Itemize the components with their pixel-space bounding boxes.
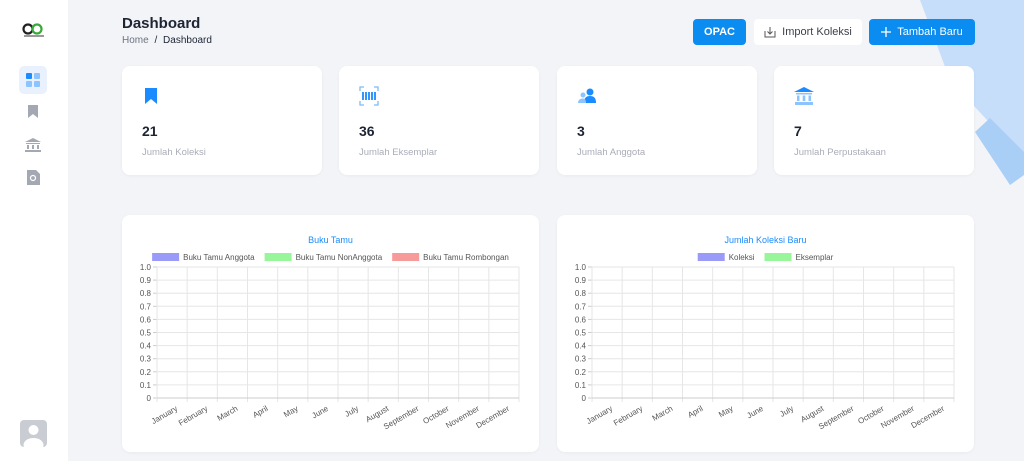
button-label: Tambah Baru xyxy=(897,26,963,38)
chart-panel: Buku Tamu Buku Tamu Anggota Buku Tamu NonA… xyxy=(122,215,539,452)
breadcrumb-item[interactable]: Home xyxy=(122,35,149,46)
stat-value: 7 xyxy=(794,123,802,139)
x-tick-label: December xyxy=(474,404,511,430)
x-tick-label: June xyxy=(745,404,765,421)
y-tick-label: 0 xyxy=(147,394,152,403)
legend-swatch xyxy=(392,253,420,261)
y-tick-label: 0.7 xyxy=(140,302,152,311)
stat-value: 36 xyxy=(359,123,375,139)
stat-icon xyxy=(794,87,814,105)
chart: Buku Tamu Buku Tamu Anggota Buku Tamu NonA… xyxy=(140,235,520,431)
y-tick-label: 0.9 xyxy=(140,276,152,285)
stat-value: 21 xyxy=(142,123,158,139)
legend-swatch xyxy=(264,253,292,261)
x-tick-label: July xyxy=(343,404,360,419)
x-tick-label: March xyxy=(651,404,675,423)
x-tick-label: April xyxy=(686,404,705,420)
x-tick-label: December xyxy=(909,404,946,430)
chart: Jumlah Koleksi Baru Koleksi Eksemplar 0 0.1 0… xyxy=(575,235,955,431)
legend-swatch xyxy=(764,253,792,261)
legend-label: Buku Tamu NonAnggota xyxy=(296,253,383,262)
stat-icon xyxy=(145,88,157,104)
stat-label: Jumlah Anggota xyxy=(577,147,646,158)
x-tick-label: June xyxy=(310,404,330,421)
y-tick-label: 0.2 xyxy=(140,368,152,377)
y-tick-label: 0.6 xyxy=(575,315,587,324)
y-tick-label: 0.1 xyxy=(575,381,587,390)
y-tick-label: 0.2 xyxy=(575,368,587,377)
breadcrumb-separator: / xyxy=(154,35,158,46)
y-tick-label: 0.8 xyxy=(140,289,152,298)
stat-label: Jumlah Koleksi xyxy=(142,147,206,158)
legend-item: Koleksi xyxy=(697,253,755,262)
stat-card: 36 Jumlah Eksemplar xyxy=(339,66,539,175)
nav-search[interactable] xyxy=(27,170,40,185)
opac-button[interactable]: OPAC xyxy=(693,19,746,45)
page-title: Dashboard xyxy=(122,15,201,32)
stat-label: Jumlah Perpustakaan xyxy=(794,147,886,158)
stat-card: 21 Jumlah Koleksi xyxy=(122,66,322,175)
y-tick-label: 0 xyxy=(582,394,587,403)
y-tick-label: 0.3 xyxy=(140,355,152,364)
chart-panel: Jumlah Koleksi Baru Koleksi Eksemplar 0 0.1 0… xyxy=(557,215,974,452)
legend-swatch xyxy=(152,253,180,261)
y-tick-label: 0.1 xyxy=(140,381,152,390)
y-tick-label: 0.4 xyxy=(575,342,587,351)
stat-icon xyxy=(578,88,596,103)
y-tick-label: 0.8 xyxy=(575,289,587,298)
x-tick-label: May xyxy=(282,404,300,419)
breadcrumb-item: Dashboard xyxy=(163,35,212,46)
y-tick-label: 0.7 xyxy=(575,302,587,311)
legend-item: Buku Tamu Rombongan xyxy=(392,253,509,262)
stat-icon xyxy=(359,86,379,106)
stat-card: 7 Jumlah Perpustakaan xyxy=(774,66,974,175)
stat-label: Jumlah Eksemplar xyxy=(359,147,438,158)
y-tick-label: 0.3 xyxy=(575,355,587,364)
nav-perpustakaan[interactable] xyxy=(25,138,41,152)
y-tick-label: 0.9 xyxy=(575,276,587,285)
legend-label: Koleksi xyxy=(729,253,755,262)
x-tick-label: February xyxy=(177,404,209,428)
stat-card: 3 Jumlah Anggota xyxy=(557,66,757,175)
add-button[interactable]: Tambah Baru xyxy=(869,19,975,45)
chart-title: Buku Tamu xyxy=(308,235,353,245)
chart-title: Jumlah Koleksi Baru xyxy=(724,235,806,245)
avatar[interactable] xyxy=(20,420,47,447)
legend-item: Buku Tamu Anggota xyxy=(152,253,255,262)
logo xyxy=(22,23,44,37)
x-tick-label: January xyxy=(585,404,614,426)
legend-label: Buku Tamu Anggota xyxy=(183,253,255,262)
y-tick-label: 0.5 xyxy=(575,329,587,338)
y-tick-label: 0.6 xyxy=(140,315,152,324)
y-tick-label: 0.4 xyxy=(140,342,152,351)
x-tick-label: April xyxy=(251,404,270,420)
legend-item: Eksemplar xyxy=(764,253,834,262)
stat-value: 3 xyxy=(577,123,585,139)
breadcrumb: Home / Dashboard xyxy=(122,35,212,46)
y-tick-label: 1.0 xyxy=(140,263,152,272)
sidebar xyxy=(0,0,68,461)
nav-koleksi[interactable] xyxy=(27,105,39,119)
x-tick-label: February xyxy=(612,404,644,428)
button-label: OPAC xyxy=(704,26,735,38)
x-tick-label: January xyxy=(150,404,179,426)
legend-item: Buku Tamu NonAnggota xyxy=(264,253,383,262)
legend-label: Eksemplar xyxy=(796,253,834,262)
x-tick-label: March xyxy=(216,404,240,423)
x-tick-label: July xyxy=(778,404,795,419)
legend-swatch xyxy=(697,253,725,261)
legend-label: Buku Tamu Rombongan xyxy=(423,253,509,262)
y-tick-label: 0.5 xyxy=(140,329,152,338)
y-tick-label: 1.0 xyxy=(575,263,587,272)
nav-dashboard[interactable] xyxy=(19,66,47,94)
x-tick-label: May xyxy=(717,404,735,419)
button-label: Import Koleksi xyxy=(782,26,852,38)
import-button[interactable]: Import Koleksi xyxy=(754,19,862,45)
